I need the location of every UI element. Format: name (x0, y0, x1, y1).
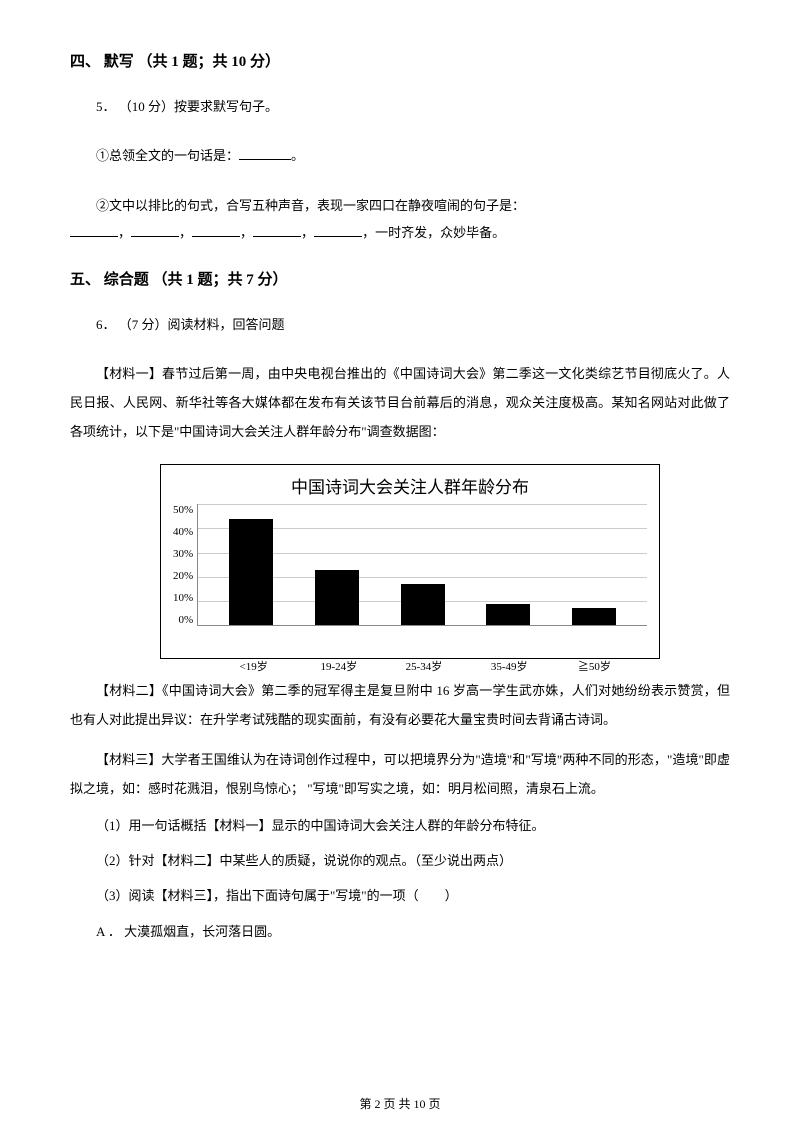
blank-fill[interactable] (70, 223, 118, 237)
chart-bars (198, 504, 647, 625)
x-tick: 19-24岁 (309, 658, 369, 674)
blank-fill[interactable] (131, 223, 179, 237)
q5-sub2-line1: ②文中以排比的句式，合写五种声音，表现一家四口在静夜喧闹的句子是： (70, 192, 730, 219)
q6-option-a[interactable]: A ． 大漠孤烟直，长河落日圆。 (70, 918, 730, 945)
x-tick: ≧50岁 (564, 658, 624, 674)
chart-title: 中国诗词大会关注人群年龄分布 (173, 473, 647, 498)
chart-plot (197, 504, 647, 626)
material-1: 【材料一】春节过后第一周，由中央电视台推出的《中国诗词大会》第二季这一文化类综艺… (70, 360, 730, 446)
q5-2-suffix: ，一时齐发，众妙毕备。 (362, 225, 505, 240)
blank-fill[interactable] (253, 223, 301, 237)
q5-1-suffix: 。 (291, 148, 304, 163)
y-tick: 50% (173, 504, 193, 516)
x-tick: 25-34岁 (394, 658, 454, 674)
chart-bar (572, 608, 616, 625)
q6-intro: 6． （7 分）阅读材料，回答问题 (70, 311, 730, 338)
chart-bar (486, 604, 530, 626)
q5-intro: 5． （10 分）按要求默写句子。 (70, 93, 730, 120)
blank-fill[interactable] (314, 223, 362, 237)
chart-y-axis: 50% 40% 30% 20% 10% 0% (173, 504, 197, 626)
chart-bar (315, 570, 359, 626)
q6-sub1: （1）用一句话概括【材料一】显示的中国诗词大会关注人群的年龄分布特征。 (70, 812, 730, 839)
section-5-heading: 五、 综合题 （共 1 题；共 7 分） (70, 268, 730, 289)
blank-fill[interactable] (239, 146, 291, 160)
question-5: 5． （10 分）按要求默写句子。 (70, 93, 730, 120)
y-tick: 30% (173, 548, 193, 560)
q5-sub1-text: ①总领全文的一句话是： 。 (70, 142, 730, 169)
x-tick: 35-49岁 (479, 658, 539, 674)
blank-fill[interactable] (192, 223, 240, 237)
chart-bar (229, 519, 273, 625)
q5-1-prefix: ①总领全文的一句话是： (96, 148, 239, 163)
y-tick: 40% (173, 526, 193, 538)
y-tick: 20% (173, 570, 193, 582)
y-tick: 0% (179, 614, 194, 626)
q5-sub2-blanks: ，，，，，一时齐发，众妙毕备。 (70, 219, 730, 246)
q5-sub2: ②文中以排比的句式，合写五种声音，表现一家四口在静夜喧闹的句子是： ，，，，，一… (70, 192, 730, 247)
q6-sub2: （2）针对【材料二】中某些人的质疑，说说你的观点。（至少说出两点） (70, 847, 730, 874)
q5-sub1: ①总领全文的一句话是： 。 (70, 142, 730, 169)
section-4-heading: 四、 默写 （共 1 题；共 10 分） (70, 50, 730, 71)
q6-sub3: （3）阅读【材料三】，指出下面诗句属于"写境"的一项（ ） (70, 882, 730, 909)
y-tick: 10% (173, 592, 193, 604)
question-6: 6． （7 分）阅读材料，回答问题 (70, 311, 730, 338)
x-tick: <19岁 (224, 658, 284, 674)
chart-bar (401, 584, 445, 625)
page-footer: 第 2 页 共 10 页 (0, 1095, 800, 1112)
chart-x-axis: <19岁 19-24岁 25-34岁 35-49岁 ≧50岁 (201, 654, 647, 674)
age-distribution-chart: 中国诗词大会关注人群年龄分布 50% 40% 30% 20% 10% 0% <1… (160, 464, 660, 659)
material-2: 【材料二】《中国诗词大会》第二季的冠军得主是复旦附中 16 岁高一学生武亦姝，人… (70, 677, 730, 734)
material-3: 【材料三】大学者王国维认为在诗词创作过程中，可以把境界分为"造境"和"写境"两种… (70, 746, 730, 803)
chart-plot-area: 50% 40% 30% 20% 10% 0% (173, 504, 647, 654)
